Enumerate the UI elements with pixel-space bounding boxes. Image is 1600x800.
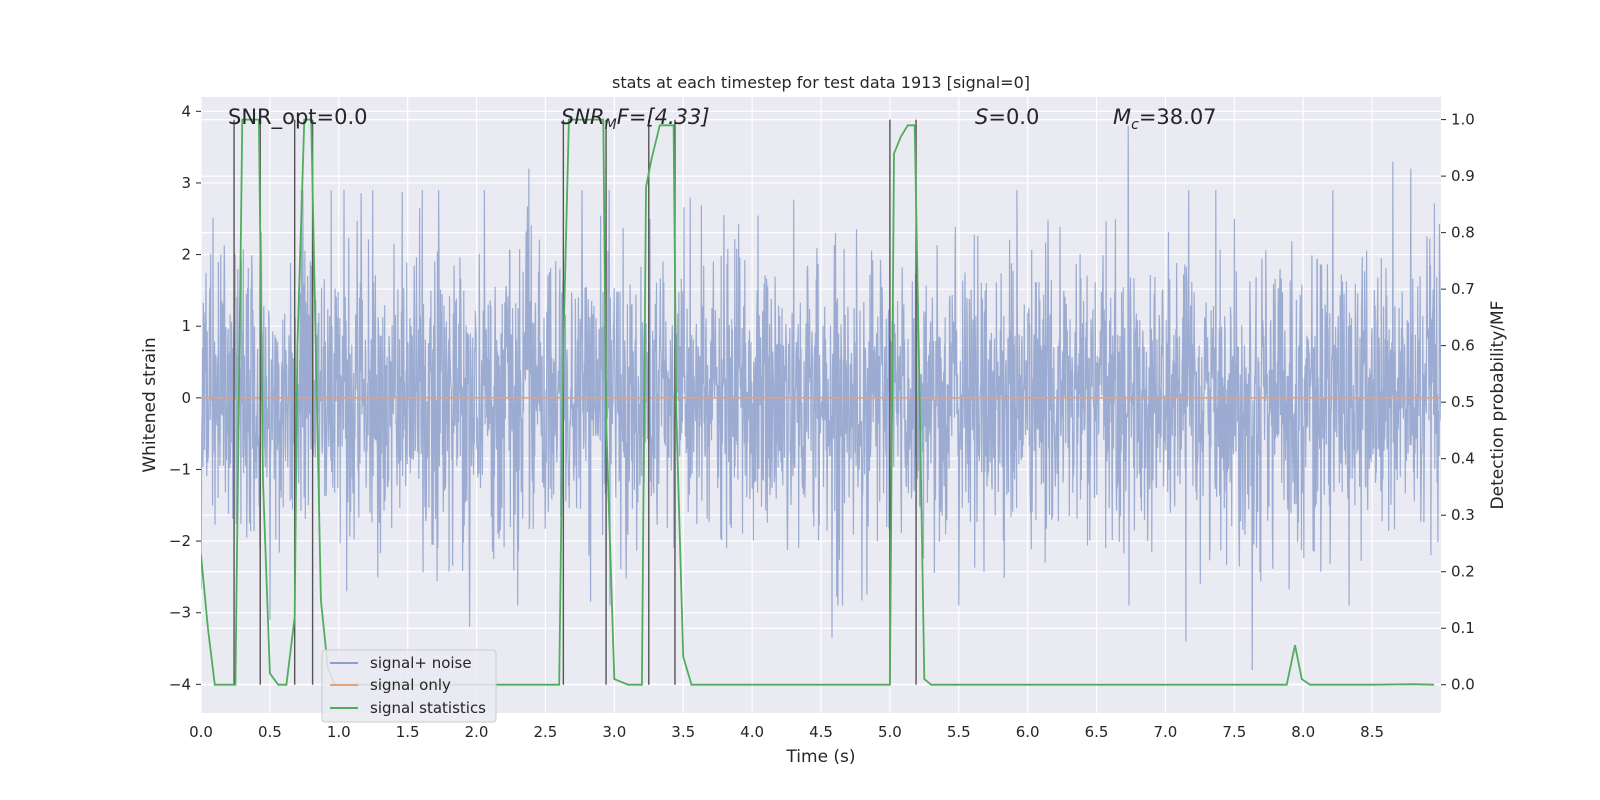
y-tick-label: −4 bbox=[169, 675, 191, 693]
s-rest: =0.0 bbox=[988, 105, 1039, 129]
x-axis-label: Time (s) bbox=[785, 747, 855, 767]
y-tick-label: 3 bbox=[181, 174, 191, 192]
legend: signal+ noise signal only signal statist… bbox=[321, 649, 497, 723]
x-tick-label: 7.5 bbox=[1222, 723, 1246, 741]
x-tick-label: 2.0 bbox=[465, 723, 489, 741]
y2-tick-label: 0.2 bbox=[1451, 563, 1475, 581]
x-tick-label: 5.0 bbox=[878, 723, 902, 741]
y2-tick-label: 0.9 bbox=[1451, 167, 1475, 185]
x-axis-ticks: 0.0 0.5 1.0 1.5 2.0 2.5 3.0 3.5 4.0 4.5 5.0 5.5 6.0 6… bbox=[189, 723, 1384, 741]
y2-axis-ticks: 0.0 0.1 0.2 0.3 0.4 0.5 0.6 0.7 0.8 0.9 1.0 bbox=[1441, 111, 1475, 694]
snr-mf-rest: F=[4.33] bbox=[617, 105, 710, 129]
y-tick-label: 1 bbox=[181, 317, 191, 335]
x-tick-label: 3.5 bbox=[671, 723, 695, 741]
y-axis-label: Whitened strain bbox=[140, 337, 160, 472]
signal-noise-line bbox=[201, 125, 1441, 671]
legend-label-signal-statistics: signal statistics bbox=[370, 699, 486, 717]
y-tick-label: 0 bbox=[181, 389, 191, 407]
x-tick-label: 5.5 bbox=[947, 723, 971, 741]
y2-tick-label: 0.5 bbox=[1451, 393, 1475, 411]
y-tick-label: −3 bbox=[169, 604, 191, 622]
x-tick-label: 8.0 bbox=[1291, 723, 1315, 741]
chart-title: stats at each timestep for test data 191… bbox=[612, 73, 1030, 92]
annotation-snr-mf: SNRMF=[4.33] bbox=[561, 105, 710, 133]
y2-tick-label: 0.6 bbox=[1451, 337, 1475, 355]
x-tick-label: 2.5 bbox=[534, 723, 558, 741]
x-tick-label: 0.5 bbox=[258, 723, 282, 741]
x-tick-label: 8.5 bbox=[1360, 723, 1384, 741]
y2-tick-label: 0.1 bbox=[1451, 619, 1475, 637]
annotation-snr-opt: SNR_opt=0.0 bbox=[228, 105, 368, 130]
x-tick-label: 3.0 bbox=[602, 723, 626, 741]
annotation-s: S=0.0 bbox=[975, 105, 1039, 129]
x-tick-label: 6.5 bbox=[1085, 723, 1109, 741]
mc-sub: c bbox=[1131, 117, 1139, 133]
mc-rest: =38.07 bbox=[1139, 105, 1217, 129]
legend-label-signal-only: signal only bbox=[370, 676, 451, 694]
x-tick-label: 1.5 bbox=[396, 723, 420, 741]
legend-label-signal-noise: signal+ noise bbox=[370, 654, 472, 672]
x-tick-label: 4.5 bbox=[809, 723, 833, 741]
legend-box bbox=[321, 649, 497, 723]
y-tick-label: −1 bbox=[169, 460, 191, 478]
y-axis-ticks: −4 −3 −2 −1 0 1 2 3 4 bbox=[169, 102, 201, 693]
x-tick-label: 1.0 bbox=[327, 723, 351, 741]
y2-tick-label: 0.8 bbox=[1451, 224, 1475, 242]
y-tick-label: −2 bbox=[169, 532, 191, 550]
y-tick-label: 4 bbox=[181, 102, 191, 120]
x-tick-label: 6.0 bbox=[1016, 723, 1040, 741]
x-tick-label: 4.0 bbox=[740, 723, 764, 741]
x-tick-label: 0.0 bbox=[189, 723, 213, 741]
y2-tick-label: 1.0 bbox=[1451, 111, 1475, 129]
x-tick-label: 7.0 bbox=[1154, 723, 1178, 741]
y2-tick-label: 0.7 bbox=[1451, 280, 1475, 298]
annotation-mc: Mc=38.07 bbox=[1113, 105, 1217, 133]
y2-tick-label: 0.0 bbox=[1451, 676, 1475, 694]
y2-axis-label: Detection probability/MF bbox=[1488, 301, 1508, 510]
s-base: S bbox=[975, 105, 988, 129]
snr-mf-sub: M bbox=[605, 117, 617, 133]
plot-content bbox=[201, 118, 1441, 686]
mc-base: M bbox=[1113, 105, 1131, 129]
y2-tick-label: 0.3 bbox=[1451, 506, 1475, 524]
y2-tick-label: 0.4 bbox=[1451, 450, 1475, 468]
y-tick-label: 2 bbox=[181, 246, 191, 264]
snr-mf-base: SNR bbox=[561, 105, 605, 129]
signal-statistics-line bbox=[201, 118, 1435, 686]
